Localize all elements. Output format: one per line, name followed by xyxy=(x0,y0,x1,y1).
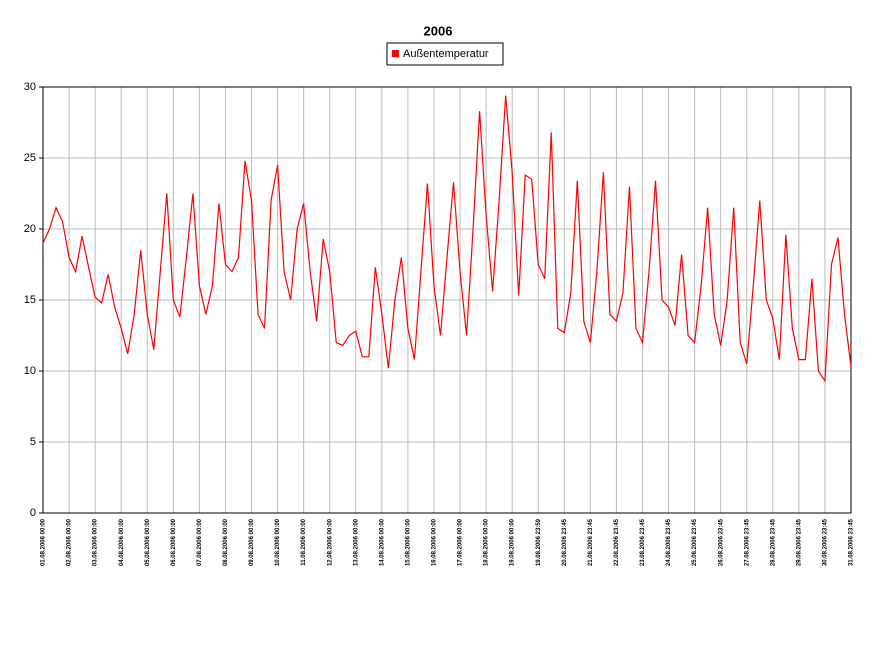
legend xyxy=(386,42,504,66)
x-tick-label: 13.08.2006 00:00 xyxy=(353,518,359,566)
x-tick-label: 17.08.2006 00:00 xyxy=(458,518,464,566)
x-tick-label: 29.08.2006 23:45 xyxy=(796,518,802,566)
y-tick-label: 25 xyxy=(24,152,36,164)
x-tick-label: 19.08.2006 00:00 xyxy=(510,518,516,566)
x-tick-label: 05.08.2006 00:00 xyxy=(145,518,151,566)
x-tick-label: 12.08.2006 00:00 xyxy=(327,518,333,566)
legend-label: Außentemperatur xyxy=(403,48,489,60)
x-tick-label: 09.08.2006 00:00 xyxy=(249,518,255,566)
x-tick-label: 26.08.2006 23:45 xyxy=(718,518,724,566)
x-tick-label: 22.08.2006 23:45 xyxy=(614,518,620,566)
x-tick-label: 14.08.2006 00:00 xyxy=(379,518,385,566)
x-tick-label: 31.08.2006 23:45 xyxy=(849,518,855,566)
x-tick-label: 06.08.2006 00:00 xyxy=(171,518,177,566)
x-tick-label: 10.08.2006 00:00 xyxy=(275,518,281,566)
x-tick-label: 30.08.2006 23:45 xyxy=(823,518,829,566)
data-line xyxy=(42,95,852,383)
x-tick-label: 04.08.2006 00:00 xyxy=(119,518,125,566)
x-tick-label: 18.08.2006 00:00 xyxy=(484,518,490,566)
x-tick-label: 24.08.2006 23:45 xyxy=(666,518,672,566)
x-tick-label: 25.08.2006 23:45 xyxy=(692,518,698,566)
x-tick-label: 02.08.2006 00:00 xyxy=(67,518,73,566)
x-tick-label: 08.08.2006 00:00 xyxy=(223,518,229,566)
y-tick-label: 15 xyxy=(24,294,36,306)
x-tick-label: 20.08.2006 23:45 xyxy=(562,518,568,566)
x-tick-label: 16.08.2006 00:00 xyxy=(432,518,438,566)
y-tick-label: 5 xyxy=(30,436,36,448)
y-tick-label: 30 xyxy=(24,81,36,93)
legend-swatch xyxy=(392,50,399,57)
x-tick-label: 03.08.2006 00:00 xyxy=(93,518,99,566)
y-tick-label: 20 xyxy=(24,223,36,235)
x-tick-label: 27.08.2006 23:45 xyxy=(744,518,750,566)
x-tick-label: 19.08.2006 23:59 xyxy=(536,518,542,566)
x-tick-label: 15.08.2006 00:00 xyxy=(405,518,411,566)
x-tick-label: 23.08.2006 23:45 xyxy=(640,518,646,566)
y-tick-label: 0 xyxy=(30,507,36,519)
x-tick-label: 28.08.2006 23:45 xyxy=(770,518,776,566)
x-tick-label: 11.08.2006 00:00 xyxy=(301,518,307,565)
chart-title: 2006 xyxy=(424,23,453,38)
x-tick-label: 07.08.2006 00:00 xyxy=(197,518,203,566)
plot-frame xyxy=(42,86,852,514)
x-tick-label: 01.08.2006 00:00 xyxy=(41,518,47,566)
y-tick-label: 10 xyxy=(24,365,36,377)
x-tick-label: 21.08.2006 23:45 xyxy=(588,518,594,566)
